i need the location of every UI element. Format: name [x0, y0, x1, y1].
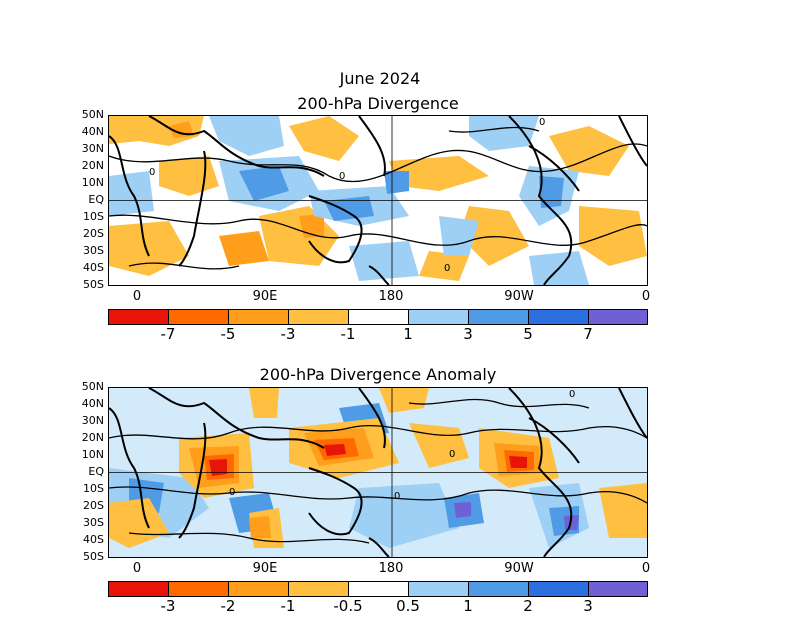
lat-label: 10N — [81, 176, 104, 189]
colorbar-swatch — [469, 310, 529, 324]
colorbar-swatch — [589, 310, 647, 324]
colorbar-label: -5 — [220, 325, 236, 343]
colorbar-label: 1 — [463, 597, 473, 615]
month-title: June 2024 — [339, 69, 421, 88]
colorbar-label: 0.5 — [396, 597, 420, 615]
lat-label: 30S — [83, 516, 104, 529]
lat-label: 30N — [81, 142, 104, 155]
lon-label: 0 — [132, 561, 142, 576]
lat-label: 30N — [81, 414, 104, 427]
lon-label: 0 — [641, 289, 651, 304]
lat-label: 30S — [83, 244, 104, 257]
lat-label: 10N — [81, 448, 104, 461]
panel-2-title: 200-hPa Divergence Anomaly — [259, 365, 497, 384]
colorbar-label: 5 — [523, 325, 533, 343]
lat-label: 40N — [81, 125, 104, 138]
colorbar-label: -2 — [220, 597, 236, 615]
lat-label: 20N — [81, 431, 104, 444]
colorbar-swatch — [409, 310, 469, 324]
lat-label: 50N — [81, 380, 104, 393]
colorbar-swatch — [529, 582, 589, 596]
lat-label: 40S — [83, 261, 104, 274]
colorbar-swatch — [289, 310, 349, 324]
colorbar-label: 7 — [583, 325, 593, 343]
contour-label: 0 — [444, 263, 451, 274]
colorbar-swatch — [109, 582, 169, 596]
colorbar-swatch — [469, 582, 529, 596]
contour-label: 0 — [229, 487, 236, 498]
contour-label: 0 — [339, 171, 346, 182]
lat-label: 50S — [83, 550, 104, 563]
contour-label: 0 — [449, 449, 456, 460]
contour-label: 0 — [149, 167, 156, 178]
colorbar-label: -3 — [160, 597, 176, 615]
colorbar-swatch — [169, 310, 229, 324]
colorbar-label: 1 — [403, 325, 413, 343]
lat-label: 50N — [81, 108, 104, 121]
colorbar-swatch — [349, 582, 409, 596]
colorbar-swatch — [289, 582, 349, 596]
lon-label: 90E — [252, 561, 278, 576]
lat-label: 50S — [83, 278, 104, 291]
colorbar-label: -7 — [160, 325, 176, 343]
lon-label: 90W — [504, 561, 534, 576]
colorbar-label: -1 — [340, 325, 356, 343]
lat-label: EQ — [88, 465, 104, 478]
colorbar-label: 2 — [523, 597, 533, 615]
lat-label: 20N — [81, 159, 104, 172]
colorbar-label: -0.5 — [333, 597, 363, 615]
panel-1-colorbar — [108, 309, 648, 325]
lon-label: 180 — [378, 289, 404, 304]
colorbar-label: 3 — [583, 597, 593, 615]
lon-label: 90E — [252, 289, 278, 304]
colorbar-swatch — [589, 582, 647, 596]
contour-label: 0 — [539, 117, 546, 128]
colorbar-swatch — [169, 582, 229, 596]
lat-label: 20S — [83, 227, 104, 240]
lon-label: 0 — [641, 561, 651, 576]
colorbar-swatch — [349, 310, 409, 324]
lon-label: 180 — [378, 561, 404, 576]
lat-label: 20S — [83, 499, 104, 512]
colorbar-swatch — [529, 310, 589, 324]
colorbar-swatch — [229, 582, 289, 596]
lat-label: 10S — [83, 482, 104, 495]
colorbar-swatch — [109, 310, 169, 324]
panel-2-colorbar — [108, 581, 648, 597]
panel-1-map: 0 0 0 0 — [108, 115, 648, 286]
contour-label: 0 — [569, 389, 576, 400]
contour-label: 0 — [394, 491, 401, 502]
colorbar-swatch — [229, 310, 289, 324]
panel-1-title: 200-hPa Divergence — [297, 94, 459, 113]
lat-label: EQ — [88, 193, 104, 206]
colorbar-label: -1 — [280, 597, 296, 615]
colorbar-label: -3 — [280, 325, 296, 343]
colorbar-label: 3 — [463, 325, 473, 343]
lat-label: 10S — [83, 210, 104, 223]
divergence-anomaly-field — [109, 388, 647, 557]
panel-2-map: 0 0 0 0 — [108, 387, 648, 558]
divergence-field — [109, 116, 647, 285]
lon-label: 0 — [132, 289, 142, 304]
lat-label: 40S — [83, 533, 104, 546]
lon-label: 90W — [504, 289, 534, 304]
colorbar-swatch — [409, 582, 469, 596]
lat-label: 40N — [81, 397, 104, 410]
